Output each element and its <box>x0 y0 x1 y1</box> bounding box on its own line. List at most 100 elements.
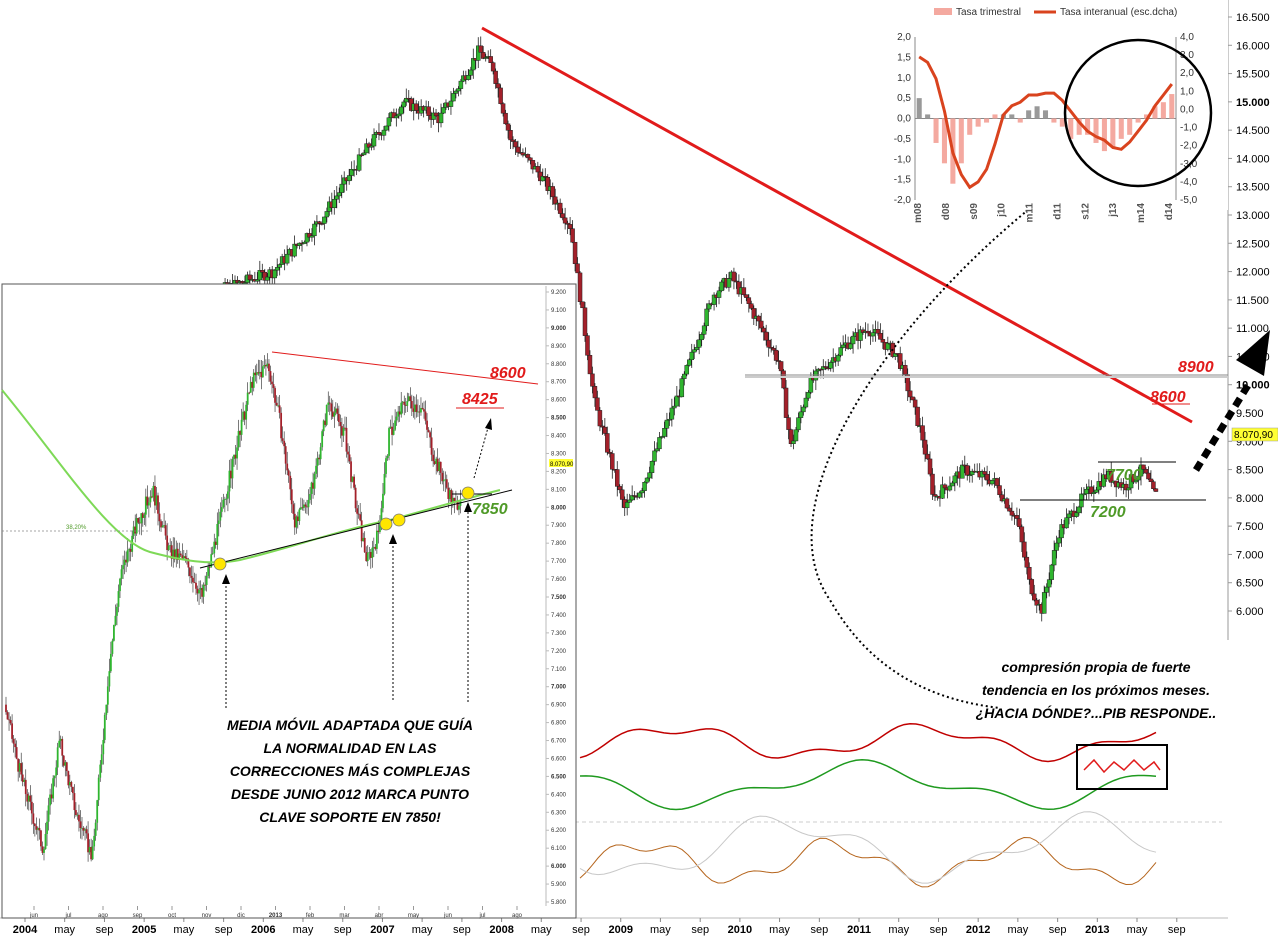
inset-candle-body <box>195 582 197 589</box>
inset-price-label: 8.500 <box>551 416 567 422</box>
candle-body <box>337 192 342 197</box>
inset-candle-body <box>9 720 12 724</box>
inset-candle-body <box>163 525 165 526</box>
inset-candle-body <box>240 419 243 435</box>
inset-candle-body <box>24 779 27 795</box>
candle-body <box>540 176 546 182</box>
candle-body <box>274 267 280 271</box>
gdp-bar <box>1068 118 1074 139</box>
gdp-bar <box>1051 118 1057 123</box>
inset-note-line5: CLAVE SOPORTE EN 7850! <box>259 809 441 825</box>
main-date-label: sep <box>334 924 352 936</box>
main-date-label: sep <box>1168 924 1186 936</box>
inset-candle-body <box>290 489 293 505</box>
inset-candle-body <box>321 431 324 448</box>
gdp-bar <box>1101 118 1107 152</box>
candle-body <box>783 387 789 418</box>
inset-candle-body <box>204 584 207 586</box>
inset-price-label: 6.100 <box>551 846 567 852</box>
inset-candle-body <box>52 778 55 799</box>
gdp-bar <box>1110 118 1116 148</box>
inset-candle-body <box>334 408 337 413</box>
inset-date-label: nov <box>202 913 212 919</box>
candle-body <box>771 347 776 351</box>
candle-body <box>277 264 282 268</box>
gdp-plot-area: 2,0 1,5 1,0 0,5 0,0 -0,5 -1,0 -1,5 -2,0 4,0 3,0 2,0… <box>894 32 1198 223</box>
candle-body <box>870 332 876 337</box>
inset-candle-body <box>187 559 190 568</box>
candle-body <box>247 274 253 281</box>
candle-body <box>426 106 431 116</box>
inset-candle-body <box>6 712 9 720</box>
candle-body <box>525 154 531 159</box>
candle-body <box>1014 515 1020 519</box>
candle-body <box>711 294 717 305</box>
gdp-right-label: -2,0 <box>1180 141 1198 152</box>
inset-candle-body <box>87 833 89 853</box>
main-price-label: 8.000 <box>1236 493 1264 505</box>
candle-body <box>520 152 526 156</box>
inset-candle-body <box>11 723 13 739</box>
inset-candle-body <box>427 429 430 433</box>
candle-body <box>619 489 625 500</box>
inset-price-label: 7.500 <box>551 595 567 601</box>
inset-candle-body <box>223 499 226 500</box>
candle-body <box>706 303 712 310</box>
candle-body <box>902 365 908 375</box>
inset-candle-body <box>205 575 208 586</box>
candle-body <box>324 211 330 218</box>
inset-price-label: 8.300 <box>551 451 567 457</box>
candle-body <box>786 417 791 430</box>
inset-date-label: jun <box>29 913 38 919</box>
candle-body <box>756 315 761 322</box>
inset-candle-body <box>315 465 317 474</box>
inset-price-label: 9.200 <box>551 290 567 296</box>
inset-date-label: ago <box>512 913 523 919</box>
candle-body <box>339 183 344 193</box>
inset-candle-body <box>252 372 255 388</box>
candle-body <box>649 461 655 473</box>
inset-date-label: abr <box>375 913 384 919</box>
gdp-x-label: d14 <box>1164 203 1175 221</box>
inset-price-label: 7.400 <box>551 613 567 619</box>
candle-body <box>1007 507 1012 512</box>
main-price-label: 11.500 <box>1236 295 1269 307</box>
main-price-label: 14.000 <box>1236 153 1270 165</box>
inset-candle-body <box>164 525 167 536</box>
candle-body <box>500 103 506 114</box>
inset-candle-body <box>44 833 47 850</box>
inset-candle-body <box>275 402 278 406</box>
inset-candle-body <box>304 504 307 507</box>
inset-candle-body <box>155 495 158 506</box>
inset-candle-body <box>281 438 284 441</box>
inset-candle-body <box>260 371 263 378</box>
candle-body <box>562 217 568 224</box>
inset-resistance-line <box>271 351 539 385</box>
inset-date-label: jul <box>64 913 71 919</box>
gdp-left-label: 1,5 <box>897 52 911 63</box>
inset-candle-body <box>325 404 328 425</box>
inset-candle-body <box>366 552 369 562</box>
gdp-bar <box>1093 118 1099 143</box>
inset-candle-body <box>128 549 131 551</box>
candle-body <box>920 425 925 441</box>
inset-candle-body <box>96 800 99 823</box>
inset-candle-body <box>394 420 397 430</box>
inset-candle-body <box>64 762 67 766</box>
main-price-label: 13.500 <box>1236 182 1270 194</box>
inset-candle-body <box>40 830 42 847</box>
inset-candle-body <box>307 499 310 508</box>
inset-candle-body <box>258 371 261 374</box>
inset-price-label: 6.500 <box>551 774 567 780</box>
main-price-label: 9.500 <box>1236 408 1264 420</box>
candle-body <box>669 407 675 420</box>
candle-body <box>932 494 938 497</box>
candle-body <box>346 175 352 182</box>
inset-candle-body <box>351 476 354 482</box>
main-date-label: 2005 <box>132 924 156 936</box>
inset-candle-body <box>126 550 129 563</box>
inset-price-label: 8.600 <box>551 398 567 404</box>
gdp-x-label: j13 <box>1108 203 1119 218</box>
inset-candle-body <box>68 781 71 786</box>
gdp-left-label: 2,0 <box>897 32 911 43</box>
